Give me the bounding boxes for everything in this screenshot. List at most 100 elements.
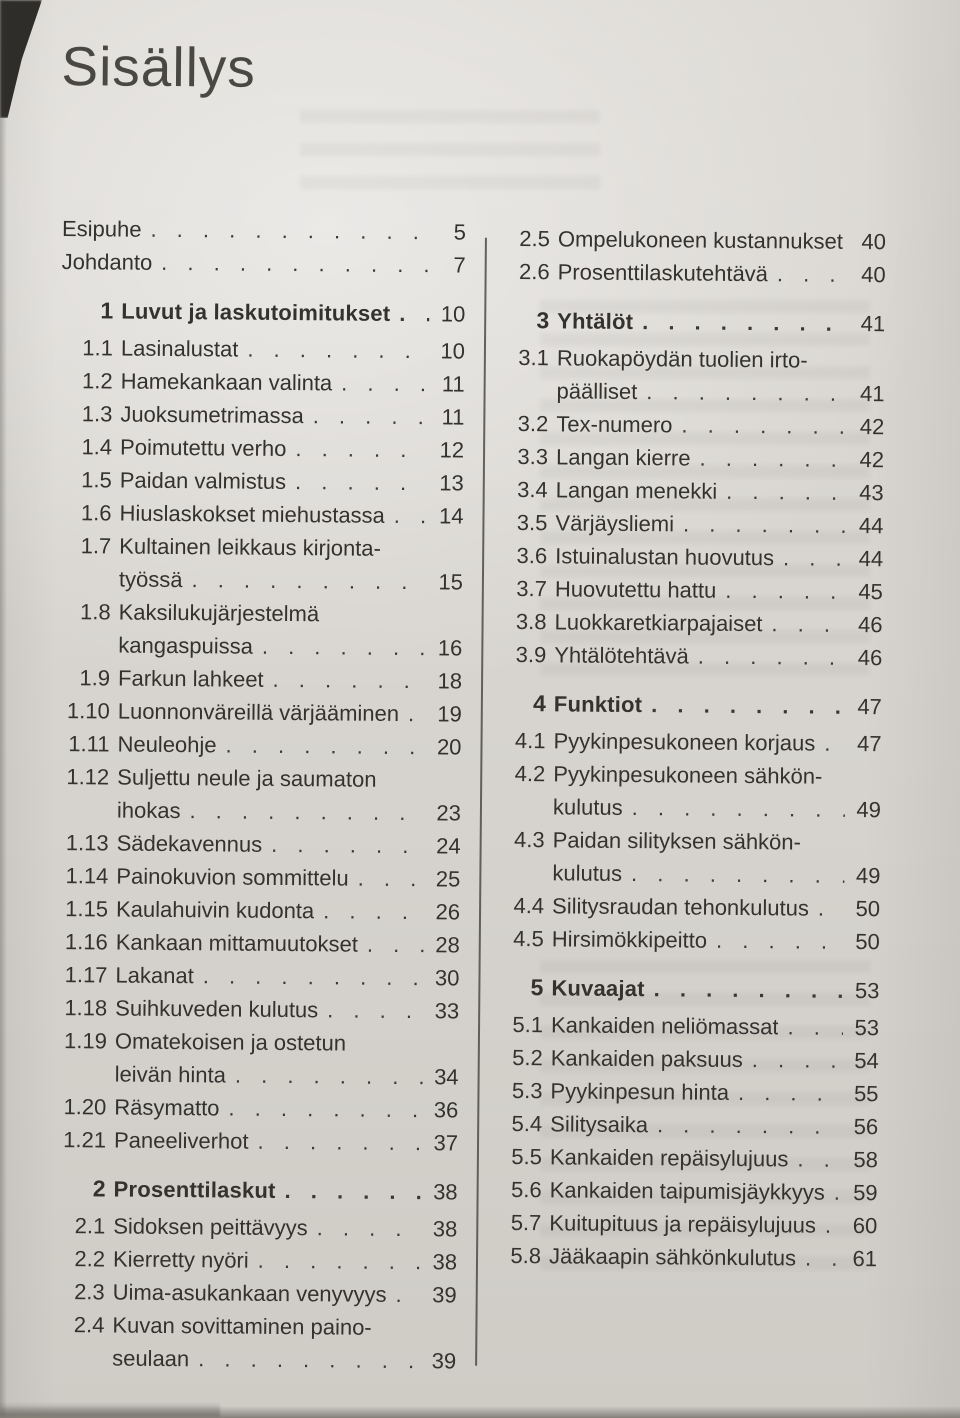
entry-label: Hamekankaan valinta	[120, 368, 333, 396]
dot-leader	[194, 959, 424, 994]
dot-leader	[796, 1241, 841, 1274]
entry-label: Lakanat	[115, 962, 194, 989]
entry-page: 10	[440, 338, 466, 364]
entry-page: 30	[434, 965, 460, 991]
dot-leader	[743, 1043, 843, 1077]
entry-label: Uima-asukankaan venyvyys	[112, 1279, 387, 1307]
entry-label: Esipuhe	[61, 216, 142, 242]
entry-body: Paidan valmistus 13	[120, 464, 464, 500]
entry-label: Yhtälöt	[557, 308, 634, 335]
entry-page: 50	[855, 928, 880, 955]
entry-label: Luonnonväreillä värjääminen	[117, 698, 400, 726]
entry-page: 46	[857, 644, 883, 671]
entry-label: Painokuvion sommittelu	[116, 863, 349, 891]
entry-label: Neuleohje	[117, 731, 217, 758]
entry-label: Farkun lahkeet	[117, 665, 264, 692]
entry-page: 37	[433, 1130, 459, 1156]
entry-number: 3.9	[515, 642, 547, 668]
toc-entry: 5.6 Kankaiden taipumisjäykkyys 59	[501, 1173, 878, 1209]
entry-page: 11	[441, 404, 465, 430]
entry-number: 5.4	[511, 1110, 543, 1137]
toc-entry: 3.9 Yhtälötehtävä 46	[506, 638, 883, 674]
toc-chapter: 3 Yhtälöt 41	[509, 304, 885, 340]
column-divider	[475, 237, 487, 1366]
entry-label: Paidan silityksen sähkön-	[552, 827, 802, 855]
dot-leader	[286, 465, 428, 499]
entry-label: Istuinalustan huovutus	[555, 543, 775, 571]
entry-page: 15	[438, 569, 464, 595]
toc-column-left: Esipuhe 5 Johdanto 7 1 Luvut ja laskutoimituk…	[52, 212, 466, 1377]
entry-label: Suihkuveden kulutus	[115, 995, 319, 1023]
entry-label: Pyykinpesukoneen korjaus	[553, 728, 816, 756]
entry-number: 1.13	[65, 830, 109, 856]
entry-page: 14	[438, 503, 464, 529]
entry-page: 5	[453, 219, 467, 245]
entry-number: 3.6	[516, 543, 548, 569]
entry-page: 25	[435, 866, 461, 892]
entry-body: Kuvan sovittaminen paino-seulaan 39	[112, 1309, 457, 1378]
entry-number: 1.17	[64, 962, 108, 988]
dot-leader	[623, 791, 846, 826]
entry-page: 46	[857, 611, 883, 638]
entry-label-continued: kangaspuissa	[118, 632, 254, 659]
entry-page: 34	[434, 1064, 459, 1090]
toc-entry: 1.8 Kaksilukujärjestelmä kangaspuissa 16	[58, 595, 463, 665]
entry-page: 39	[431, 1348, 457, 1374]
entry-label: Paidan valmistus	[119, 467, 287, 494]
dot-leader	[622, 857, 845, 892]
entry-body: Sädekavennus 24	[117, 827, 461, 863]
entry-body: Ompelukoneen kustannukset 40	[558, 222, 886, 258]
entry-body: Hamekankaan valinta 11	[121, 365, 465, 401]
toc-entry: 1.2 Hamekankaan valinta 11	[61, 364, 465, 401]
dot-leader	[642, 688, 846, 723]
entry-page: 53	[854, 977, 880, 1004]
entry-page: 44	[858, 512, 884, 539]
entry-body: Kankaiden repäisylujuus 58	[550, 1140, 878, 1176]
entry-body: Luonnonväreillä värjääminen 19	[118, 695, 462, 731]
entry-page: 55	[853, 1080, 879, 1107]
entry-number: 5.7	[510, 1209, 542, 1236]
entry-number: 1.8	[79, 599, 111, 625]
entry-body: Langan kierre 42	[556, 440, 884, 476]
dot-leader	[689, 640, 847, 674]
dot-leader	[349, 862, 425, 896]
toc-entry: 1.16 Kankaan mittamuutokset 28	[56, 925, 460, 962]
entry-label: Lasinalustat	[120, 335, 239, 362]
entry-body: Kankaiden taipumisjäykkyys 59	[549, 1173, 878, 1209]
dot-leader	[768, 257, 850, 291]
toc-entry: 4.1 Pyykinpesukoneen korjaus 47	[505, 724, 882, 760]
toc-entry: 4.3 Paidan silityksen sähkön-kulutus 49	[504, 823, 881, 892]
entry-body: Värjäysliemi 44	[555, 506, 883, 542]
photo-bottom-edge	[0, 1406, 960, 1418]
entry-label: Juoksumetrimassa	[120, 401, 304, 429]
toc-entry: 2.3 Uima-asukankaan venyvyys 39	[53, 1275, 457, 1312]
entry-number: 4.3	[513, 826, 545, 853]
dot-leader	[633, 305, 849, 340]
toc-entry: Esipuhe 5	[62, 212, 466, 249]
entry-number: 2.5	[519, 226, 551, 252]
entry-label: Ruokapöydän tuolien irto-	[556, 345, 808, 373]
entry-number: 2.2	[74, 1246, 106, 1272]
entry-body: Paneeliverhot 37	[114, 1124, 458, 1160]
entry-page: 41	[860, 380, 885, 407]
entry-page: 49	[855, 862, 881, 889]
photo-left-edge-shadow	[0, 0, 7, 1418]
dot-leader	[318, 993, 423, 1027]
entry-label: Yhtälötehtävä	[554, 642, 689, 669]
entry-body: Kierretty nyöri 38	[113, 1243, 457, 1279]
toc-chapter: 2 Prosenttilaskut 38	[53, 1172, 458, 1209]
entry-page: 26	[435, 899, 461, 925]
entry-label: Silitysraudan tehonkulutus	[552, 893, 810, 921]
dot-leader	[762, 607, 846, 641]
dot-leader	[238, 333, 429, 368]
entry-body: Farkun lahkeet 18	[118, 662, 462, 698]
dot-leader	[825, 1176, 842, 1209]
entry-page: 41	[860, 311, 886, 337]
